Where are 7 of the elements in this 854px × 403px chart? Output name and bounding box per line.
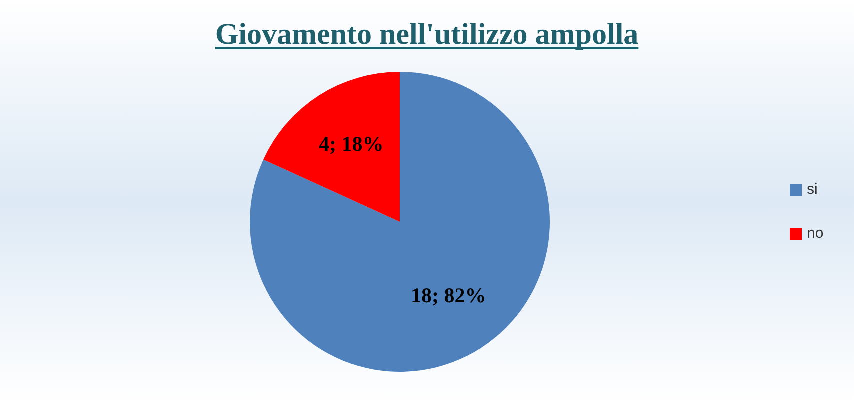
legend-label: si [807,180,818,198]
data-label: 4; 18% [318,132,384,156]
pie-slice [264,72,400,222]
legend-label: no [807,224,824,242]
data-label: 18; 82% [411,284,486,308]
chart-title: Giovamento nell'utilizzo ampolla [215,18,639,51]
pie-slice [250,72,550,372]
